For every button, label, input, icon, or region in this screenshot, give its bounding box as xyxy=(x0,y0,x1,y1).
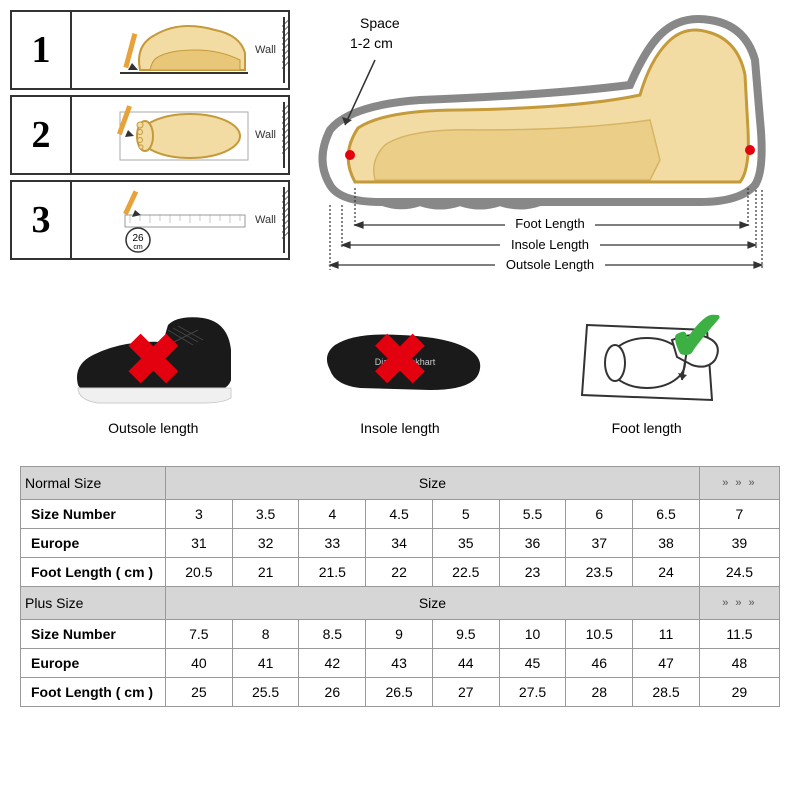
svg-text:Insole Length: Insole Length xyxy=(511,237,589,252)
normal-size-table: Normal Size Size » » » Size Number 33.54… xyxy=(20,466,780,707)
step-number: 3 xyxy=(12,182,72,258)
size-header: Size xyxy=(166,587,700,620)
table-header: Plus Size Size » » » xyxy=(21,587,780,620)
europe-label: Europe xyxy=(21,529,166,558)
cross-icon: ✖ xyxy=(124,319,183,401)
step-illustration: Wall xyxy=(72,12,288,88)
svg-text:Outsole Length: Outsole Length xyxy=(506,257,594,272)
wall-label: Wall xyxy=(255,129,276,141)
svg-text:cm: cm xyxy=(133,244,143,251)
size-number-label: Size Number xyxy=(21,620,166,649)
foot-in-shoe-diagram: Space 1-2 cm xyxy=(300,10,790,280)
step-number: 2 xyxy=(12,97,72,173)
table-row: Size Number 33.544.555.566.57 xyxy=(21,500,780,529)
step-number: 1 xyxy=(12,12,72,88)
wall-label: Wall xyxy=(255,44,276,56)
step-2: 2 Wall xyxy=(10,95,290,175)
outsole-label: Outsole length xyxy=(43,420,263,436)
table-row: Size Number 7.588.599.51010.51111.5 xyxy=(21,620,780,649)
arrows-icon: » » » xyxy=(699,467,779,500)
step-1: 1 Wall xyxy=(10,10,290,90)
space-label: Space xyxy=(360,15,400,31)
normal-size-label: Normal Size xyxy=(21,467,166,500)
foot-length-label: Foot Length ( cm ) xyxy=(21,678,166,707)
plus-size-label: Plus Size xyxy=(21,587,166,620)
arrows-icon: » » » xyxy=(699,587,779,620)
svg-text:Foot Length: Foot Length xyxy=(515,216,584,231)
size-header: Size xyxy=(166,467,700,500)
insole-wrong: Diane Lockhart ✖ Insole length xyxy=(290,305,510,436)
europe-label: Europe xyxy=(21,649,166,678)
step-illustration: 26 cm Wall xyxy=(72,182,288,258)
table-row: Europe 313233343536373839 xyxy=(21,529,780,558)
wall-label: Wall xyxy=(255,214,276,226)
space-value: 1-2 cm xyxy=(350,35,393,51)
size-tables: Normal Size Size » » » Size Number 33.54… xyxy=(10,466,790,707)
measurement-steps: 1 Wall 2 xyxy=(10,10,290,280)
measurement-comparison: ✖ Outsole length Diane Lockhart ✖ Insole… xyxy=(10,295,790,446)
check-icon: ✔ xyxy=(668,295,727,377)
foot-correct: ✔ Foot length xyxy=(537,305,757,436)
insole-label: Insole length xyxy=(290,420,510,436)
sizing-guide: 1 Wall 2 xyxy=(0,0,800,800)
cross-icon: ✖ xyxy=(371,319,430,401)
foot-length-label: Foot Length ( cm ) xyxy=(21,558,166,587)
table-row: Europe 404142434445464748 xyxy=(21,649,780,678)
foot-label: Foot length xyxy=(537,420,757,436)
svg-text:26: 26 xyxy=(132,233,144,244)
top-section: 1 Wall 2 xyxy=(10,10,790,280)
table-row: Foot Length ( cm ) 2525.52626.52727.5282… xyxy=(21,678,780,707)
size-number-label: Size Number xyxy=(21,500,166,529)
step-3: 3 26 cm xyxy=(10,180,290,260)
table-row: Foot Length ( cm ) 20.52121.52222.52323.… xyxy=(21,558,780,587)
outsole-wrong: ✖ Outsole length xyxy=(43,305,263,436)
step-illustration: Wall xyxy=(72,97,288,173)
table-header: Normal Size Size » » » xyxy=(21,467,780,500)
